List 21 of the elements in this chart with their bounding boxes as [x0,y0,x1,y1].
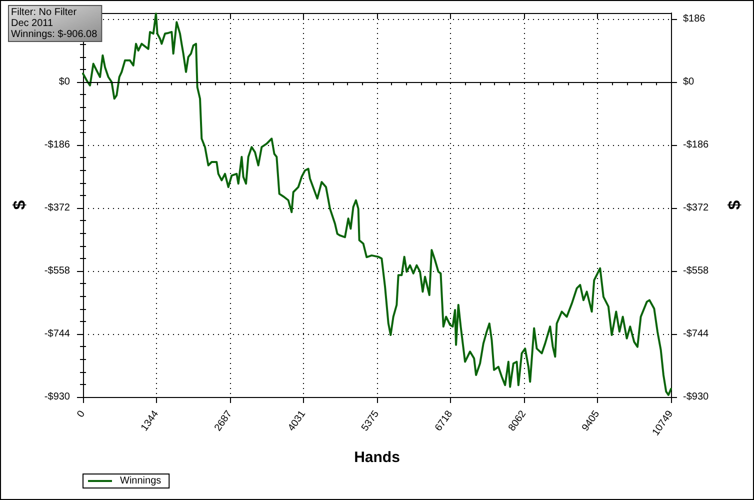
y-tick-label: -$930 [44,392,70,402]
y-tick-label: -$372 [44,202,70,214]
y2-tick-label: -$744 [683,328,710,340]
x-axis-title: Hands [354,449,400,466]
y2-tick-label: -$558 [683,266,710,277]
y-tick-label: -$558 [44,266,70,277]
legend-label: Winnings [120,476,162,486]
y2-tick-label: $0 [683,76,695,88]
y-tick-label: -$744 [44,328,70,340]
y2-axis-title: $ [725,200,744,210]
y-tick-label: $0 [58,76,70,88]
text: Dec 2011 [11,18,54,29]
text: Filter: No Filter [11,7,78,18]
annotation: Winnings: $-906.08 [11,29,98,40]
y2-tick-label: -$372 [683,202,710,214]
y2-tick-label: $186 [683,14,706,25]
x-tick-label: 0 [75,408,88,420]
y2-tick-label: -$930 [683,392,710,402]
y2-tick-label: -$186 [683,140,710,151]
y-axis-title: $ [10,200,29,210]
y-tick-label: -$186 [44,140,70,151]
